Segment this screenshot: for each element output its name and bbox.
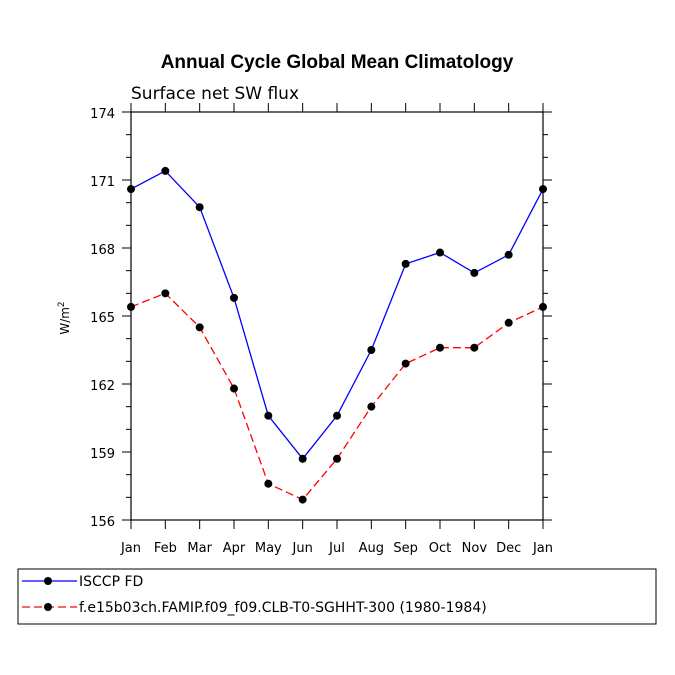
x-tick-label: Mar [187,541,212,556]
series-1-point [436,248,444,257]
series-2-point [264,479,273,488]
x-tick-label: Nov [462,541,488,556]
series-2-point [333,454,341,463]
series-2-point [195,323,204,332]
x-tick-label: Apr [223,541,246,556]
legend-label-1: ISCCP FD [79,574,143,590]
series-1-point [333,411,341,420]
x-tick-label: Jun [292,541,313,556]
series-1-point [470,268,479,277]
y-tick-label: 171 [90,175,115,190]
x-tick-label: Sep [393,541,418,556]
series-1-point [504,250,513,259]
y-tick-label: 156 [90,515,115,530]
legend-box [17,568,657,625]
y-tick-label: 165 [90,311,115,326]
x-tick-label: Dec [496,541,521,556]
series-2-point [436,343,444,352]
x-tick-label: Oct [429,541,451,556]
legend-label-2: f.e15b03ch.FAMIP.f09_f09.CLB-T0-SGHHT-30… [79,600,487,616]
x-tick-label: Jan [532,541,553,556]
chart-subtitle: Surface net SW flux [131,84,299,104]
series-2-point [470,343,479,352]
plot-axes: 156 159 162 165 168 171 174 Jan Feb Mar Apr May Jun J… [90,103,553,556]
x-tick-label: Aug [359,541,384,556]
chart-title: Annual Cycle Global Mean Climatology [161,52,514,73]
series-2-point [127,302,135,311]
series-1-point [539,185,547,194]
x-tick-label: May [255,541,282,556]
y-axis-label: W/m2 [57,301,72,334]
series-2-point [161,289,170,298]
series-layer [127,166,547,504]
legend: ISCCP FD f.e15b03ch.FAMIP.f09_f09.CLB-T0-… [17,568,657,625]
x-tick-label: Jan [120,541,141,556]
series-1-point [161,166,170,175]
series-2-point [539,302,547,311]
series-1-point [298,454,307,463]
series-2-point [298,495,307,504]
series-2-point [401,359,410,368]
legend-marker-2 [44,603,52,611]
series-line-2 [130,292,544,501]
legend-marker-1 [44,577,52,585]
series-1-point [264,411,273,420]
series-1-point [230,293,238,302]
series-2-point [367,402,376,411]
y-tick-label: 174 [90,107,115,122]
x-tick-label: Feb [154,541,177,556]
series-2-point [230,384,238,393]
y-tick-label: 159 [90,447,115,462]
series-1-point [195,203,204,212]
y-tick-label: 168 [90,243,115,258]
series-1-point [127,185,135,194]
series-2-point [504,318,513,327]
series-1-point [367,346,376,354]
x-tick-label: Jul [328,541,345,556]
y-tick-label: 162 [90,379,115,394]
series-1-point [401,259,410,268]
